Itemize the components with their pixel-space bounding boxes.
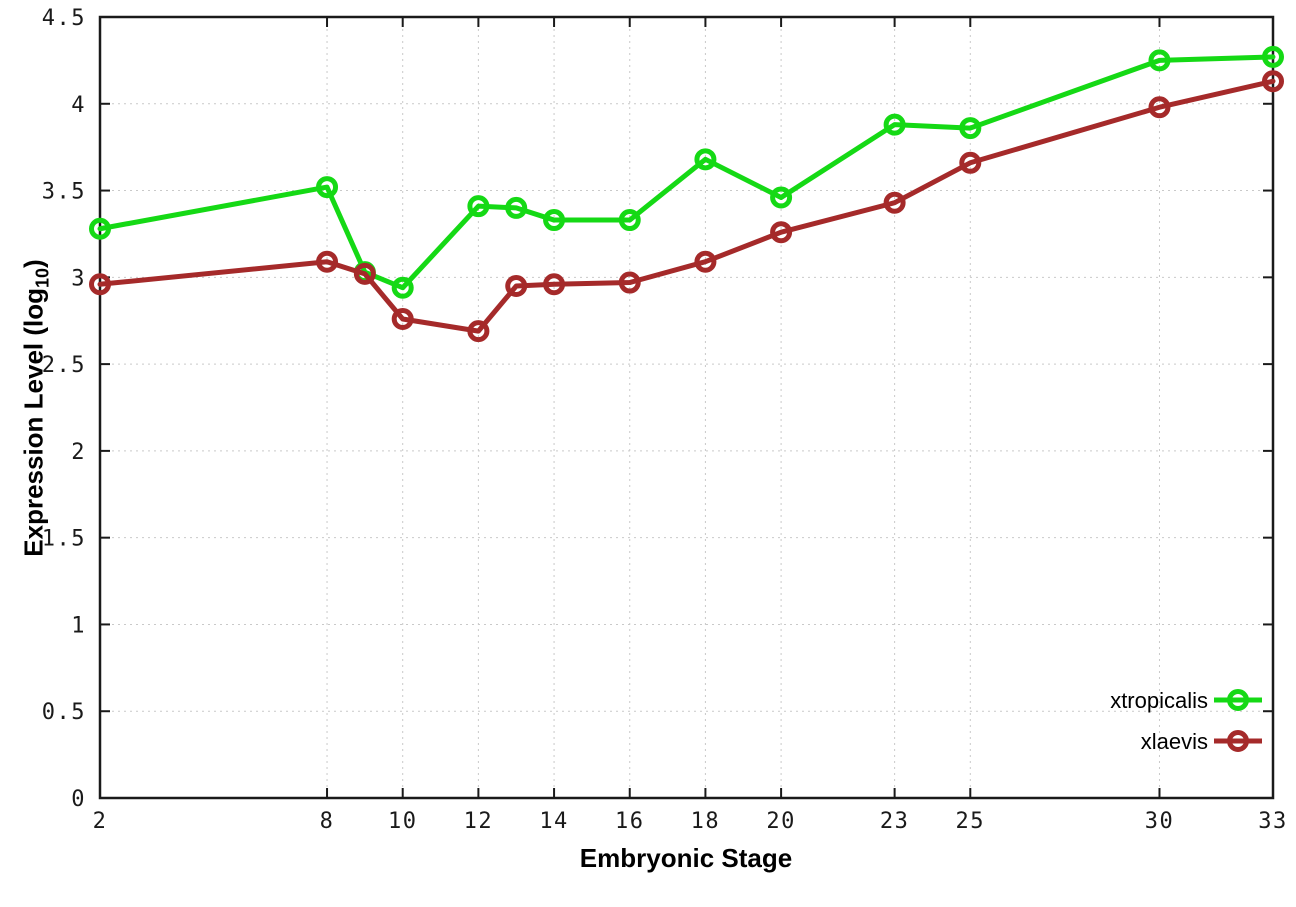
data-point-xlaevis: [770, 221, 793, 244]
y-tick-label: 2: [71, 440, 86, 465]
data-point-xlaevis: [353, 262, 376, 285]
data-point-xtropicalis: [770, 186, 793, 209]
data-point-xtropicalis: [1148, 49, 1171, 72]
data-point-xtropicalis: [1262, 45, 1284, 68]
data-point-xtropicalis: [391, 276, 414, 299]
data-point-xtropicalis: [89, 217, 111, 240]
series-line-xlaevis: [97, 78, 1276, 334]
data-point-xlaevis: [391, 307, 414, 330]
x-tick-label: 2: [93, 809, 108, 834]
x-tick-label: 30: [1145, 809, 1175, 834]
legend-marker-xlaevis: [1227, 730, 1249, 752]
data-point-xlaevis: [883, 191, 906, 214]
x-tick-label: 10: [388, 809, 418, 834]
x-tick-label: 25: [956, 809, 986, 834]
x-tick-label: 14: [539, 809, 569, 834]
data-point-xlaevis: [618, 271, 641, 294]
y-axis-title: Expression Level (log10): [18, 259, 53, 556]
x-tick-label: 18: [691, 809, 721, 834]
legend-marker-xtropicalis: [1227, 689, 1249, 711]
legend-label-xlaevis: xlaevis: [1141, 729, 1208, 754]
x-tick-label: 33: [1258, 809, 1288, 834]
data-point-xlaevis: [959, 151, 982, 174]
legend-label-xtropicalis: xtropicalis: [1110, 688, 1208, 713]
data-point-xlaevis: [89, 273, 111, 296]
data-point-xlaevis: [694, 250, 717, 273]
y-tick-label: 3: [71, 266, 86, 291]
data-point-xtropicalis: [959, 117, 982, 140]
data-point-xlaevis: [505, 275, 528, 298]
y-tick-label: 4: [71, 93, 86, 118]
y-tick-label: 1: [71, 613, 86, 638]
series-line-xtropicalis: [97, 54, 1276, 291]
x-tick-label: 12: [464, 809, 494, 834]
data-point-xtropicalis: [543, 209, 566, 232]
y-tick-label: 0: [71, 787, 86, 812]
y-tick-label: 4.5: [42, 6, 86, 31]
data-point-xlaevis: [316, 250, 339, 273]
data-point-xlaevis: [467, 320, 490, 343]
y-axis-title-close: ): [18, 259, 49, 268]
y-axis-title-subscript: 10: [32, 267, 53, 288]
data-point-xlaevis: [1262, 70, 1284, 93]
y-tick-label: 1.5: [42, 527, 86, 552]
plot-border: [98, 15, 1275, 800]
y-tick-label: 2.5: [42, 353, 86, 378]
data-point-xlaevis: [1148, 96, 1171, 119]
data-point-xtropicalis: [883, 113, 906, 136]
x-tick-label: 8: [320, 809, 335, 834]
data-point-xtropicalis: [694, 148, 717, 171]
data-point-xtropicalis: [618, 209, 641, 232]
data-point-xtropicalis: [467, 195, 490, 218]
x-axis-title: Embryonic Stage: [579, 843, 793, 873]
x-tick-label: 16: [615, 809, 645, 834]
y-tick-label: 3.5: [42, 180, 86, 205]
y-tick-label: 0.5: [42, 700, 86, 725]
x-tick-label: 20: [766, 809, 796, 834]
y-axis-title-text: Expression Level (log: [18, 287, 49, 557]
data-point-xtropicalis: [505, 196, 528, 219]
x-tick-label: 23: [880, 809, 910, 834]
data-point-xlaevis: [543, 273, 566, 296]
data-point-xtropicalis: [316, 176, 339, 199]
